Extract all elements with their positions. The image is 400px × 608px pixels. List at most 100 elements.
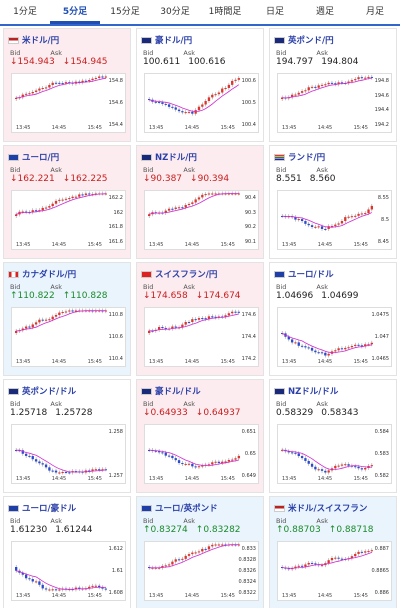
rate-card[interactable]: ユーロ/豪ドル Bid Ask 1.61230 1.61244 1.612 1.61 1.60…: [3, 496, 131, 608]
rate-card[interactable]: ユーロ/英ポンド Bid Ask ↑0.83274 ↑0.83282 0.833 0.832…: [136, 496, 264, 608]
currency-pair-name[interactable]: 米ドル/円: [22, 36, 60, 46]
candle: [88, 193, 91, 195]
candle: [204, 100, 207, 105]
rate-card[interactable]: ユーロ/ドル Bid Ask 1.04696 1.04699 1.0475 1.047 1.0…: [269, 262, 397, 376]
currency-pair-name[interactable]: ユーロ/英ポンド: [155, 504, 218, 514]
x-tick-label: 13:45: [282, 242, 297, 248]
tab-timeframe[interactable]: 1時間足: [208, 7, 242, 17]
rate-card[interactable]: ランド/円 Bid Ask 8.551 8.560 8.55 8.5 8.45 13:45 14:…: [269, 145, 397, 259]
rate-card[interactable]: 米ドル/スイスフラン Bid Ask ↑0.88703 ↑0.88718 0.887 0.8…: [269, 496, 397, 608]
candle: [310, 347, 314, 351]
bid-ask-values: 100.611 100.616: [143, 57, 225, 67]
candle: [347, 464, 350, 466]
candle: [320, 469, 324, 471]
tab-timeframe[interactable]: 週足: [315, 7, 334, 17]
candle: [15, 330, 18, 333]
candle: [21, 450, 24, 454]
chart-plot: [281, 331, 373, 358]
candle: [31, 324, 34, 328]
candle: [191, 319, 194, 322]
candle: [287, 336, 290, 340]
candle: [184, 321, 187, 325]
bid-ask-labels: Bid Ask: [10, 49, 62, 57]
currency-pair-name[interactable]: カナダドル/円: [22, 270, 77, 280]
candlestick-chart[interactable]: 1.0475 1.047 1.0465 13:45 14:45 15:45: [277, 307, 392, 367]
rate-card[interactable]: ユーロ/円 Bid Ask ↓162.221 ↓162.225 162.2 162 161.8…: [3, 145, 131, 259]
currency-pair-name[interactable]: 豪ドル/円: [155, 36, 193, 46]
tab-timeframe[interactable]: 5分足: [50, 0, 100, 24]
ask-label: Ask: [50, 166, 63, 174]
currency-pair-name[interactable]: NZドル/円: [155, 153, 197, 163]
flag-icon: [274, 153, 285, 161]
rate-card[interactable]: 英ポンド/円 Bid Ask 194.797 194.804 194.8 194.6 194.…: [269, 28, 397, 142]
candle: [307, 460, 310, 464]
candle: [174, 458, 177, 461]
x-tick-label: 15:45: [220, 125, 235, 131]
currency-pair-name[interactable]: ユーロ/円: [22, 153, 60, 163]
candlestick-chart[interactable]: 1.258 1.257 13:45 14:45 15:45: [11, 424, 126, 484]
rate-card[interactable]: 豪ドル/ドル Bid Ask ↓0.64933 ↓0.64937 0.651 0.65 0.6…: [136, 379, 264, 493]
rate-card[interactable]: NZドル/ドル Bid Ask 0.58329 0.58343 0.584 0.583 0.5…: [269, 379, 397, 493]
rate-card[interactable]: 米ドル/円 Bid Ask ↓154.943 ↓154.945 154.8 154.6 154…: [3, 28, 131, 142]
currency-pair-name[interactable]: ランド/円: [288, 153, 326, 163]
x-tick-label: 14:45: [51, 242, 67, 248]
y-tick-label: 1.608: [108, 590, 123, 596]
candlestick-chart[interactable]: 100.6 100.5 100.4 13:45 14:45 15:45: [144, 73, 259, 133]
candle: [21, 94, 24, 98]
candlestick-chart[interactable]: 0.833 0.8328 0.8326 0.8324 0.8322 13:45 14:45 1…: [144, 541, 259, 601]
candlestick-chart[interactable]: 174.6 174.4 174.2 13:45 14:45 15:45: [144, 307, 259, 367]
candlestick-chart[interactable]: 1.612 1.61 1.608 13:45 14:45 15:45: [11, 541, 126, 601]
candle: [370, 205, 373, 210]
candle: [104, 76, 107, 78]
candle: [171, 561, 174, 565]
currency-pair-name[interactable]: NZドル/ドル: [288, 387, 339, 397]
rate-card[interactable]: 英ポンド/ドル Bid Ask 1.25718 1.25728 1.258 1.257 13:…: [3, 379, 131, 493]
tab-timeframe[interactable]: 1分足: [13, 7, 37, 17]
currency-pair-name[interactable]: ユーロ/豪ドル: [22, 504, 77, 514]
candle: [234, 311, 237, 313]
candle: [84, 80, 88, 82]
candlestick-chart[interactable]: 0.651 0.65 0.649 13:45 14:45 15:45: [144, 424, 259, 484]
rate-card[interactable]: NZドル/円 Bid Ask ↓90.387 ↓90.394 90.4 90.3 90.2 90…: [136, 145, 264, 259]
rate-card[interactable]: カナダドル/円 Bid Ask ↑110.822 ↑110.828 110.8 110.6 1…: [3, 262, 131, 376]
tab-timeframe[interactable]: 月足: [365, 7, 384, 17]
currency-pair-name[interactable]: ユーロ/ドル: [288, 270, 334, 280]
ask-value: 1.25728: [55, 408, 93, 418]
tab-timeframe[interactable]: 30分足: [160, 7, 190, 17]
candle: [314, 563, 317, 565]
candlestick-chart[interactable]: 154.8 154.6 154.4 13:45 14:45 15:45: [11, 73, 126, 133]
candle: [78, 587, 81, 589]
candlestick-chart[interactable]: 0.584 0.583 0.582 13:45 14:45 15:45: [277, 424, 392, 484]
tab-timeframe[interactable]: 15分足: [110, 7, 140, 17]
candle: [61, 199, 64, 201]
candle: [48, 467, 51, 471]
currency-pair-name[interactable]: 米ドル/スイスフラン: [288, 504, 368, 514]
bid-ask-values: 1.04696 1.04699: [276, 291, 358, 301]
y-tick-label: 1.61: [111, 568, 123, 574]
candlestick-chart[interactable]: 0.887 0.8865 0.886 13:45 14:45 15:45: [277, 541, 392, 601]
y-tick-label: 100.5: [241, 100, 256, 106]
currency-pair-name[interactable]: 英ポンド/ドル: [22, 387, 77, 397]
candlestick-chart[interactable]: 162.2 162 161.8 161.6 13:45 14:45 15:45: [11, 190, 126, 250]
candle: [51, 589, 54, 591]
candlestick-chart[interactable]: 8.55 8.5 8.45 13:45 14:45 15:45: [277, 190, 392, 250]
candle: [54, 200, 58, 204]
rate-card[interactable]: 豪ドル/円 Bid Ask 100.611 100.616 100.6 100.5 100.4…: [136, 28, 264, 142]
bid-value: ↓0.64933: [143, 408, 188, 418]
candlestick-chart[interactable]: 110.8 110.6 110.4 13:45 14:45 15:45: [11, 307, 126, 367]
y-tick-label: 8.5: [381, 217, 389, 223]
x-tick-label: 15:45: [353, 593, 368, 599]
currency-pair-name[interactable]: スイスフラン/円: [155, 270, 218, 280]
candle: [104, 469, 107, 471]
candlestick-chart[interactable]: 90.4 90.3 90.2 90.1 13:45 14:45 15:45: [144, 190, 259, 250]
candle: [191, 552, 194, 555]
candle: [201, 318, 204, 320]
tab-timeframe[interactable]: 日足: [265, 7, 284, 17]
bid-label: Bid: [143, 283, 154, 291]
currency-pair-name[interactable]: 英ポンド/円: [288, 36, 334, 46]
timeframe-tabs: 1分足 5分足 15分足 30分足 1時間足 日足 週足 月足: [0, 0, 400, 26]
rate-card[interactable]: スイスフラン/円 Bid Ask ↓174.658 ↓174.674 174.6 174.4…: [136, 262, 264, 376]
candle: [38, 461, 41, 464]
candlestick-chart[interactable]: 194.8 194.6 194.4 194.2 13:45 14:45 15:45: [277, 73, 392, 133]
currency-pair-name[interactable]: 豪ドル/ドル: [155, 387, 201, 397]
